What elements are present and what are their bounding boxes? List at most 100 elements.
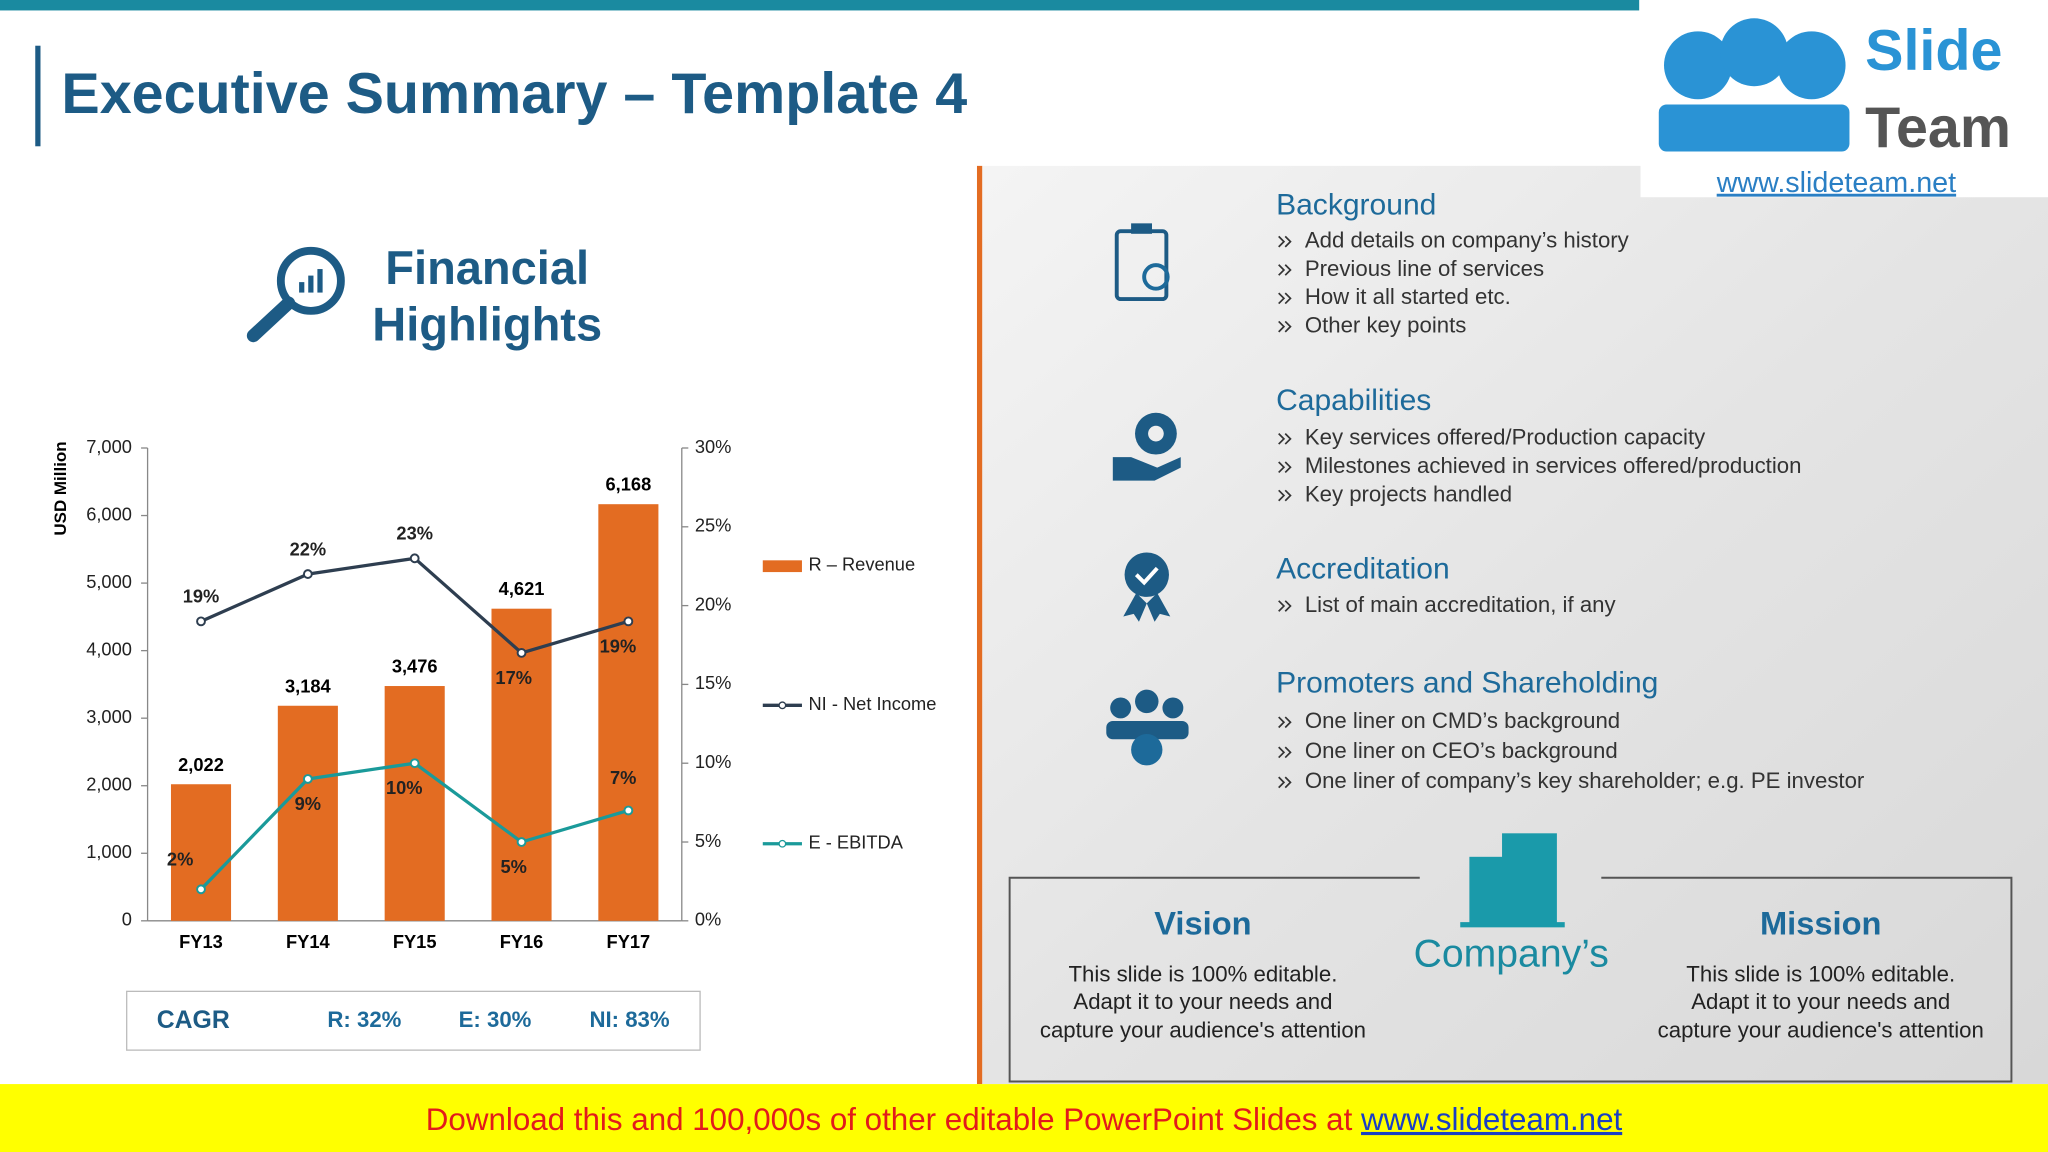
line-value-label: 10% [386,777,423,798]
y-tick-label: 0 [122,909,132,930]
bar-value-label: 3,184 [285,675,332,696]
line-value-label: 19% [600,635,637,656]
bullet-text: Other key points [1305,313,1467,338]
bullet-marker [1278,433,1292,445]
line-point [196,616,206,627]
gear-hole [1148,425,1164,442]
magnifier-icon [246,246,345,343]
bar [384,686,445,921]
top-bar [0,0,1640,11]
section-icons [1106,223,1189,766]
y-tick-label: 7,000 [86,436,132,457]
y2-tick-label: 25% [695,515,732,536]
line-point [516,647,527,658]
bullet-marker [1278,292,1292,305]
x-tick-label: FY16 [500,931,544,952]
bullet-text: Add details on company’s history [1305,227,1630,252]
line-point [409,553,420,564]
logo: Slide Team www.slideteam.net [1640,10,2048,199]
section-title: Promoters and Shareholding [1276,666,1658,699]
vision-text: Adapt it to your needs and [1073,989,1332,1014]
lens [276,246,345,315]
bullet-marker [1278,746,1292,759]
bullet-marker [1278,320,1292,333]
people-icon [1110,697,1132,719]
line-point [623,616,634,627]
bar [598,504,659,921]
line-value-label: 9% [295,793,321,814]
line-value-label: 2% [167,848,193,869]
bullet-text: Previous line of services [1305,256,1544,281]
logo-head [1664,31,1732,100]
bullet-text: One liner on CEO’s background [1305,738,1618,763]
mission-title: Mission [1760,905,1882,942]
vision-title: Vision [1154,905,1251,942]
section-title: Background [1276,188,1436,221]
line-point [409,758,420,769]
banner-message: Download this and 100,000s of other edit… [426,1102,1361,1137]
bullet-text: Key services offered/Production capacity [1305,425,1706,450]
y2-tick-label: 0% [695,909,721,930]
bullet-text: One liner of company’s key shareholder; … [1305,768,1865,793]
y-tick-label: 6,000 [86,503,132,524]
bullet-text: List of main accreditation, if any [1305,592,1617,617]
bullet-marker [1278,776,1292,789]
sections: Background Add details on company’s histo… [1276,188,1865,793]
cagr-item: R: 32% [327,1007,401,1032]
section-title: Accreditation [1276,553,1450,586]
bullet-marker [1278,461,1292,474]
bullet-marker [1278,489,1292,502]
bullet-text: Milestones achieved in services offered/… [1305,453,1802,478]
x-tick-label: FY17 [607,931,651,952]
people-chart [1131,734,1163,766]
logo-word: Team [1865,96,2011,160]
mission-text: Adapt it to your needs and [1691,989,1950,1014]
badge-icon [1124,552,1169,597]
badge-ribbon [1123,592,1171,622]
clipboard-clip [1131,223,1152,234]
building-icon [1460,833,1565,928]
right-panel [982,165,2048,1085]
icon-bar [317,269,323,293]
box-outline [1008,876,2013,1083]
bar [491,608,552,921]
banner-link[interactable]: www.slideteam.net [1360,1102,1622,1137]
building [1502,833,1557,925]
mission-text: capture your audience's attention [1658,1018,1984,1043]
legend-label: R – Revenue [808,553,915,574]
cagr-box [126,990,701,1051]
bar-value-label: 4,621 [499,578,545,599]
badge-check [1134,566,1159,586]
legend-point [778,701,787,710]
line-point [623,805,634,816]
y2-tick-label: 10% [695,751,732,772]
y-tick-label: 2,000 [86,774,132,795]
logo-body [1658,104,1850,152]
y2-tick-label: 15% [695,672,732,693]
logo-head [1777,31,1846,100]
legend-label: NI - Net Income [808,693,936,714]
y2-tick-label: 5% [695,830,721,851]
logo-url[interactable]: www.slideteam.net [1716,167,1956,199]
bar-value-label: 6,168 [606,474,652,495]
logo-word: Slide [1865,19,2002,83]
line-value-label: 7% [610,767,636,788]
section-title: Capabilities [1276,384,1431,417]
icon-bar [308,275,314,293]
line-value-label: 17% [495,667,532,688]
company-label: Company’s [1414,932,1609,975]
y-tick-label: 5,000 [86,571,132,592]
legend-swatch [762,560,802,573]
y-tick-label: 1,000 [86,841,132,862]
bar [277,705,338,921]
legend-point [778,839,787,848]
people-icon [1135,689,1159,714]
line-point [196,884,206,895]
company-box [1008,876,2013,1083]
bullet-text: How it all started etc. [1305,284,1511,309]
y-tick-label: 3,000 [86,706,132,727]
line-point [516,837,527,847]
banner [0,1084,2048,1152]
highlights-heading: Financial [385,241,589,294]
